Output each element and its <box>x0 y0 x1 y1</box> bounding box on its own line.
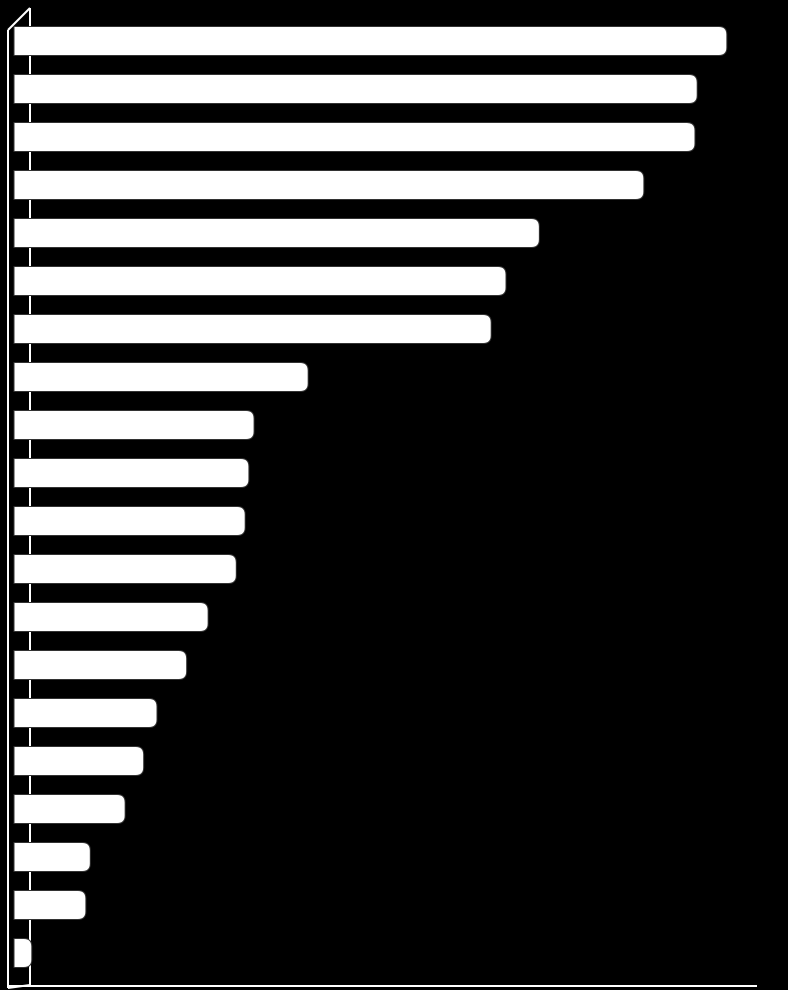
bar <box>13 650 188 680</box>
bar <box>13 362 309 392</box>
bar <box>13 938 33 968</box>
bar <box>13 506 246 536</box>
wall-edge <box>7 7 31 31</box>
bar <box>13 458 250 488</box>
bar <box>13 74 698 104</box>
bar <box>13 842 91 872</box>
bar <box>13 218 540 248</box>
bar <box>13 554 237 584</box>
bar <box>13 698 158 728</box>
bar <box>13 794 126 824</box>
bar <box>13 122 696 152</box>
bar <box>13 602 209 632</box>
bar <box>13 266 507 296</box>
bar <box>13 170 645 200</box>
bar <box>13 26 728 56</box>
bar <box>13 314 492 344</box>
bar <box>13 410 255 440</box>
bar <box>13 890 87 920</box>
bar <box>13 746 145 776</box>
